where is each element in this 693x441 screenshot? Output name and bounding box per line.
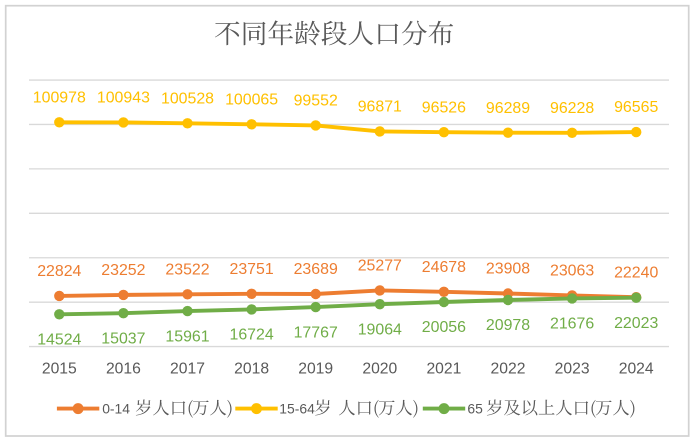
- svg-text:2021: 2021: [426, 361, 461, 378]
- svg-text:23252: 23252: [101, 262, 145, 279]
- svg-text:2020: 2020: [362, 361, 397, 378]
- svg-text:2018: 2018: [234, 361, 269, 378]
- svg-text:65: 65: [467, 401, 483, 417]
- svg-text:17767: 17767: [294, 324, 338, 341]
- svg-text:96526: 96526: [422, 99, 466, 116]
- svg-text:96565: 96565: [614, 99, 658, 116]
- svg-text:100528: 100528: [161, 90, 214, 107]
- svg-text:20978: 20978: [486, 317, 530, 334]
- svg-text:16724: 16724: [229, 327, 273, 344]
- svg-text:96871: 96871: [358, 99, 402, 116]
- svg-text:22824: 22824: [37, 263, 81, 280]
- svg-text:23689: 23689: [294, 261, 338, 278]
- svg-text:15037: 15037: [101, 330, 145, 347]
- svg-text:14524: 14524: [37, 332, 81, 349]
- svg-text:2017: 2017: [170, 361, 205, 378]
- svg-text:0-14: 0-14: [102, 401, 130, 417]
- svg-text:22023: 22023: [614, 315, 658, 332]
- svg-text:100978: 100978: [33, 89, 86, 106]
- svg-text:96289: 96289: [486, 100, 530, 117]
- svg-text:23908: 23908: [486, 261, 530, 278]
- svg-text:15961: 15961: [165, 328, 209, 345]
- svg-text:96228: 96228: [550, 100, 594, 117]
- svg-text:23522: 23522: [165, 262, 209, 279]
- svg-text:2015: 2015: [42, 361, 77, 378]
- svg-text:19064: 19064: [358, 321, 402, 338]
- svg-text:100065: 100065: [225, 91, 278, 108]
- svg-text:21676: 21676: [550, 316, 594, 333]
- svg-text:99552: 99552: [294, 93, 338, 110]
- svg-text:24678: 24678: [422, 259, 466, 276]
- svg-text:20056: 20056: [422, 319, 466, 336]
- svg-text:2022: 2022: [491, 361, 526, 378]
- svg-text:2024: 2024: [619, 361, 654, 378]
- svg-text:2023: 2023: [555, 361, 590, 378]
- svg-text:22240: 22240: [614, 264, 658, 281]
- svg-text:23063: 23063: [550, 263, 594, 280]
- svg-text:2016: 2016: [106, 361, 141, 378]
- svg-text:2019: 2019: [298, 361, 333, 378]
- svg-text:100943: 100943: [97, 90, 150, 107]
- svg-text:15-64: 15-64: [279, 401, 315, 417]
- svg-text:25277: 25277: [358, 258, 402, 275]
- svg-text:23751: 23751: [229, 261, 273, 278]
